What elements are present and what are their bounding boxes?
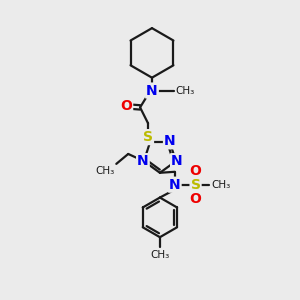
Text: O: O bbox=[190, 164, 202, 178]
Text: N: N bbox=[137, 154, 149, 168]
Text: O: O bbox=[120, 99, 132, 113]
Text: CH₃: CH₃ bbox=[212, 180, 231, 190]
Text: S: S bbox=[143, 130, 153, 144]
Text: CH₃: CH₃ bbox=[150, 250, 170, 260]
Text: N: N bbox=[164, 134, 176, 148]
Text: N: N bbox=[146, 84, 158, 98]
Text: S: S bbox=[190, 178, 201, 192]
Text: CH₃: CH₃ bbox=[95, 166, 114, 176]
Text: CH₃: CH₃ bbox=[176, 85, 195, 96]
Text: O: O bbox=[190, 191, 202, 206]
Text: N: N bbox=[171, 154, 183, 168]
Text: N: N bbox=[169, 178, 181, 192]
